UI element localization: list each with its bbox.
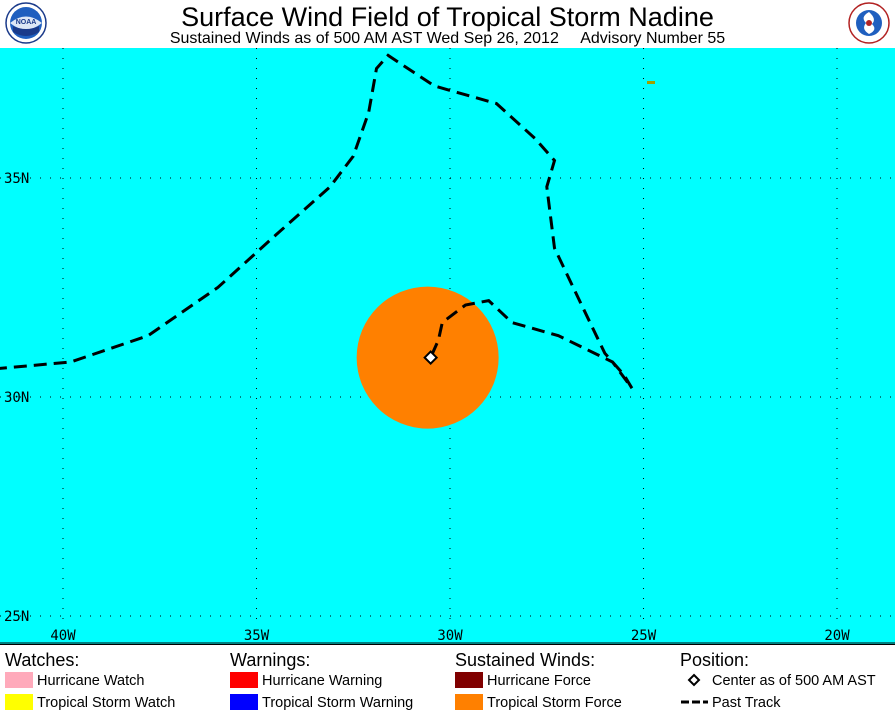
diamond-icon xyxy=(687,673,701,687)
past-track xyxy=(0,53,634,390)
legend-watches-heading: Watches: xyxy=(5,650,80,670)
tropical-storm-force-swatch xyxy=(455,694,483,710)
storm-center-diamond-icon[interactable] xyxy=(423,350,439,365)
latitude-label: 25N xyxy=(4,609,29,625)
latitude-label: 30N xyxy=(4,390,29,406)
longitude-label: 20W xyxy=(824,628,850,644)
legend-warnings-heading: Warnings: xyxy=(230,650,311,670)
longitude-labels: 40W 35W 30W 25W 20W xyxy=(50,628,850,644)
nws-logo-icon xyxy=(848,2,890,44)
hurricane-watch-swatch xyxy=(5,672,33,688)
tropical-storm-watch-swatch xyxy=(5,694,33,710)
map-subtitle: Sustained Winds as of 500 AM AST Wed Sep… xyxy=(169,30,726,47)
dashed-line-icon xyxy=(681,700,708,704)
legend: Watches: Hurricane Watch Tropical Storm … xyxy=(0,644,895,717)
longitude-label: 40W xyxy=(50,628,76,644)
longitude-label: 25W xyxy=(631,628,657,644)
latitude-label: 35N xyxy=(4,171,29,187)
header: NOAA Surface Wind Field of Tropical Stor… xyxy=(0,0,895,48)
legend-winds-heading: Sustained Winds: xyxy=(455,650,596,670)
longitude-label: 30W xyxy=(437,628,463,644)
tropical-storm-warning-swatch xyxy=(230,694,258,710)
longitude-label: 35W xyxy=(244,628,270,644)
legend-position-heading: Position: xyxy=(680,650,750,670)
map-title: Surface Wind Field of Tropical Storm Nad… xyxy=(181,2,714,32)
latitude-labels: 35N 30N 25N xyxy=(4,171,29,625)
map-panel[interactable]: 35N 30N 25N 40W 35W 30W 25W 20W xyxy=(0,48,895,644)
svg-text:NOAA: NOAA xyxy=(16,19,37,26)
noaa-logo-icon: NOAA xyxy=(5,2,47,44)
hurricane-force-swatch xyxy=(455,672,483,688)
island xyxy=(647,81,655,84)
hurricane-warning-swatch xyxy=(230,672,258,688)
